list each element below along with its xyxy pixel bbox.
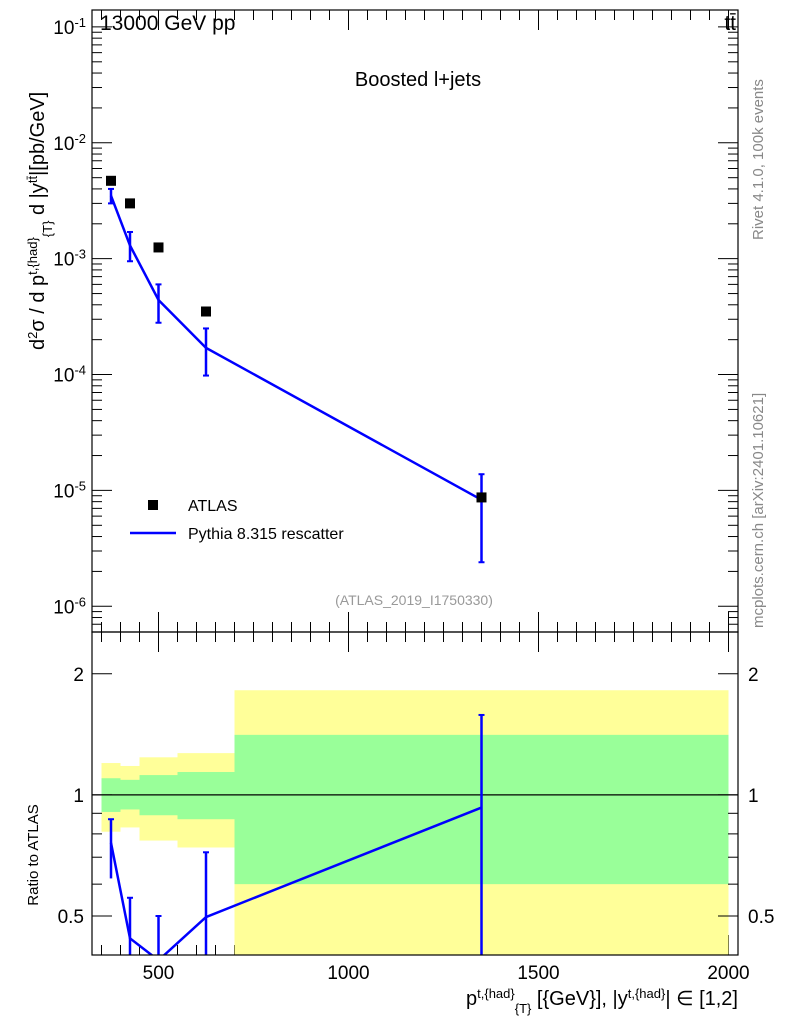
x-axis-label: pt,{had}{T} [{GeV}], |yt,{had}| ∈ [1,2] xyxy=(466,986,738,1016)
header-left: 13000 GeV pp xyxy=(100,12,235,35)
y-tick-label: 10-6 xyxy=(53,594,86,619)
atlas-point xyxy=(201,306,211,317)
mcplots-label: mcplots.cern.ch [arXiv:2401.10621] xyxy=(750,393,767,628)
atlas-point xyxy=(153,242,164,253)
legend-atlas-marker xyxy=(148,500,158,510)
x-tick-label: 500 xyxy=(143,963,175,984)
atlas-point xyxy=(106,175,116,186)
x-tick-label: 1000 xyxy=(327,963,369,984)
ratio-y-tick-label: 2 xyxy=(73,665,84,686)
atlas-point xyxy=(476,492,487,503)
ratio-y-tick-label: 1 xyxy=(73,786,84,807)
y-tick-label: 10-5 xyxy=(53,478,86,503)
y-tick-label: 10-2 xyxy=(53,130,86,155)
analysis-label: (ATLAS_2019_I1750330) xyxy=(335,592,493,608)
main-title: Boosted l+jets xyxy=(355,69,481,91)
ratio-y-tick-label: 0.5 xyxy=(58,907,84,928)
ratio-y-tick-label-right: 2 xyxy=(748,665,759,686)
ratio-y-tick-label-right: 0.5 xyxy=(748,907,774,928)
ratio-y-tick-label-right: 1 xyxy=(748,786,759,807)
x-tick-label: 2000 xyxy=(707,963,749,984)
y-axis-label: d2σ / d pt,{had}{T} d |ytt̄|[pb/GeV] xyxy=(25,92,55,350)
y-tick-label: 10-1 xyxy=(53,14,86,39)
pythia-line xyxy=(109,195,483,501)
ratio-pythia-line xyxy=(109,806,482,955)
y-tick-label: 10-4 xyxy=(53,362,86,387)
y-tick-label: 10-3 xyxy=(53,246,86,271)
ratio-frame xyxy=(91,631,739,956)
rivet-label: Rivet 4.1.0, 100k events xyxy=(750,79,767,240)
ratio-y-label: Ratio to ATLAS xyxy=(25,804,42,905)
legend-pythia-label: Pythia 8.315 rescatter xyxy=(188,526,344,543)
x-tick-label: 1500 xyxy=(517,963,559,984)
legend-atlas-label: ATLAS xyxy=(188,498,238,515)
atlas-point xyxy=(125,198,135,209)
ratio-plot-area xyxy=(92,690,738,955)
ratio-band-inner xyxy=(177,771,235,820)
header-right: tt̄ xyxy=(724,12,736,35)
